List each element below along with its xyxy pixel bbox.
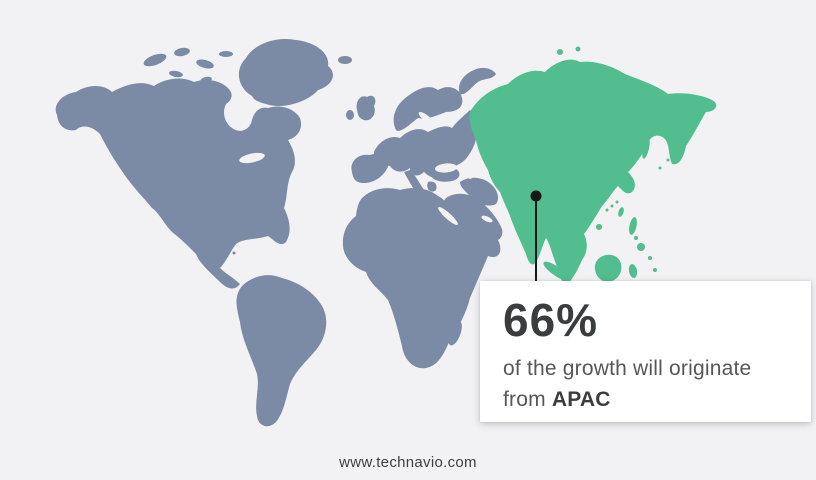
persian-gulf (481, 215, 493, 223)
landmass-caribbean-island (210, 253, 214, 257)
landmass-japan-kyushu (593, 191, 599, 199)
landmass-arctic-islands (196, 59, 214, 69)
landmass-arctic-islands (219, 51, 233, 57)
landmass-kuril-islands (666, 158, 670, 162)
landmass-philippines (637, 243, 645, 251)
caspian-sea (466, 157, 478, 179)
baltic-sea (418, 111, 434, 125)
landmass-philippines (629, 217, 637, 235)
hudson-bay (230, 100, 250, 124)
landmass-new-siberian-islands (557, 49, 563, 55)
landmass-taiwan (618, 207, 624, 217)
landmass-ryukyu-islands (615, 200, 619, 204)
stat-line2-prefix: from (503, 388, 546, 412)
landmass-hainan (596, 224, 602, 230)
source-url: www.technavio.com (339, 454, 477, 471)
red-sea (438, 207, 458, 225)
black-sea (435, 163, 457, 173)
landmass-europe (373, 110, 478, 179)
inland-seas (230, 100, 493, 225)
landmass-madagascar (448, 320, 462, 346)
landmass-sumatra (543, 261, 569, 281)
region-rest-of-world (55, 38, 503, 427)
landmass-ryukyu-islands (605, 208, 609, 212)
stat-description: of the growth will originate from APAC (503, 353, 793, 415)
landmass-philippines (634, 236, 638, 240)
landmass-novaya-zemlya (458, 67, 496, 95)
landmass-ireland (346, 110, 354, 120)
landmass-moluccas (648, 256, 652, 260)
region-apac-highlight (469, 46, 717, 295)
stat-region-name: APAC (551, 388, 611, 412)
great-lakes (239, 152, 265, 164)
landmass-greenland (238, 38, 333, 107)
landmass-iceland (338, 56, 352, 64)
landmass-scandinavia (393, 87, 463, 131)
landmass-sakhalin (642, 137, 650, 159)
stat-value: 66% (503, 294, 599, 346)
landmass-south-america (236, 275, 327, 427)
marker-dot (530, 190, 542, 202)
landmass-uk (356, 95, 376, 121)
landmass-moluccas (653, 268, 657, 272)
landmass-caribbean-island (232, 251, 236, 255)
landmass-north-america (55, 78, 302, 289)
landmass-borneo (594, 254, 622, 283)
landmass-cuba (195, 244, 213, 250)
landmass-asia (469, 59, 717, 286)
landmass-arctic-islands (143, 53, 167, 67)
landmass-ryukyu-islands (610, 204, 614, 208)
landmass-kuril-islands (674, 150, 678, 154)
landmass-hispaniola (219, 248, 229, 254)
stat-line1: of the growth will originate (503, 357, 752, 381)
landmass-new-siberian-islands (575, 46, 581, 52)
landmass-arabia (444, 193, 503, 247)
landmass-sulawesi (628, 264, 638, 278)
landmass-arctic-islands (174, 47, 190, 57)
landmass-arctic-islands (169, 70, 183, 78)
landmass-kuril-islands (658, 166, 662, 170)
landmass-greece (427, 181, 437, 192)
stat-card: 66% of the growth will originate from AP… (480, 281, 811, 422)
landmass-iran-plateau (460, 177, 499, 206)
landmass-japan-hokkaido (616, 152, 624, 160)
landmass-japan-honshu (594, 157, 617, 188)
apac-marker (530, 190, 542, 290)
